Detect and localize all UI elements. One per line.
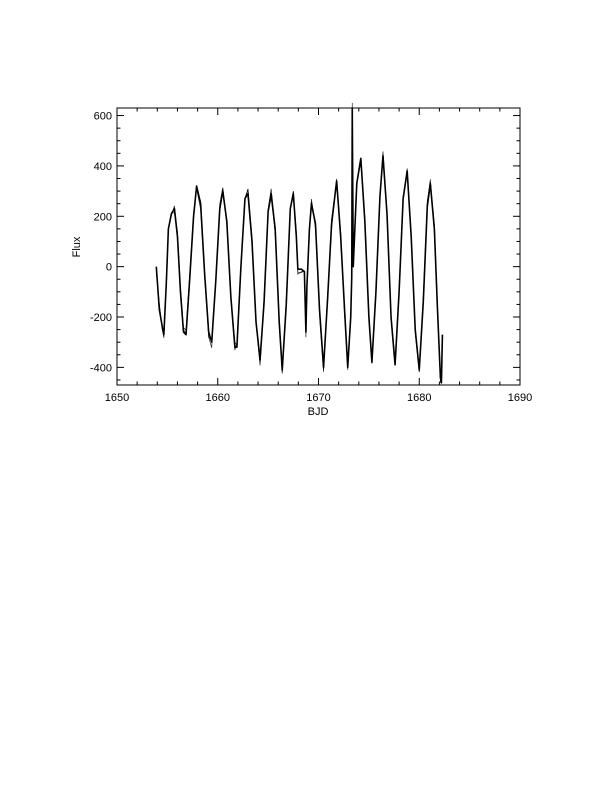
y-tick-label: 200 [94, 211, 112, 223]
x-tick-label: 1660 [206, 392, 230, 404]
x-tick-label: 1690 [508, 392, 532, 404]
series-line [155, 107, 444, 384]
y-tick-label: 0 [106, 262, 112, 274]
x-tick-label: 1670 [306, 392, 330, 404]
axis-ticks [116, 108, 521, 385]
y-tick-labels: -400 -200 0 200 400 600 [90, 111, 112, 375]
y-tick-label: -200 [90, 312, 112, 324]
series-group [155, 102, 444, 385]
y-tick-label: 400 [94, 161, 112, 173]
x-tick-label: 1650 [105, 392, 129, 404]
y-tick-label: -400 [90, 362, 112, 374]
y-tick-label: 600 [94, 111, 112, 123]
x-tick-label: 1680 [407, 392, 431, 404]
x-axis-label: BJD [308, 406, 329, 418]
x-tick-labels: 1650 1660 1670 1680 1690 [105, 392, 532, 404]
series-noise-line [155, 109, 443, 385]
y-axis-label: Flux [71, 236, 83, 257]
series-noise-line [155, 102, 443, 382]
